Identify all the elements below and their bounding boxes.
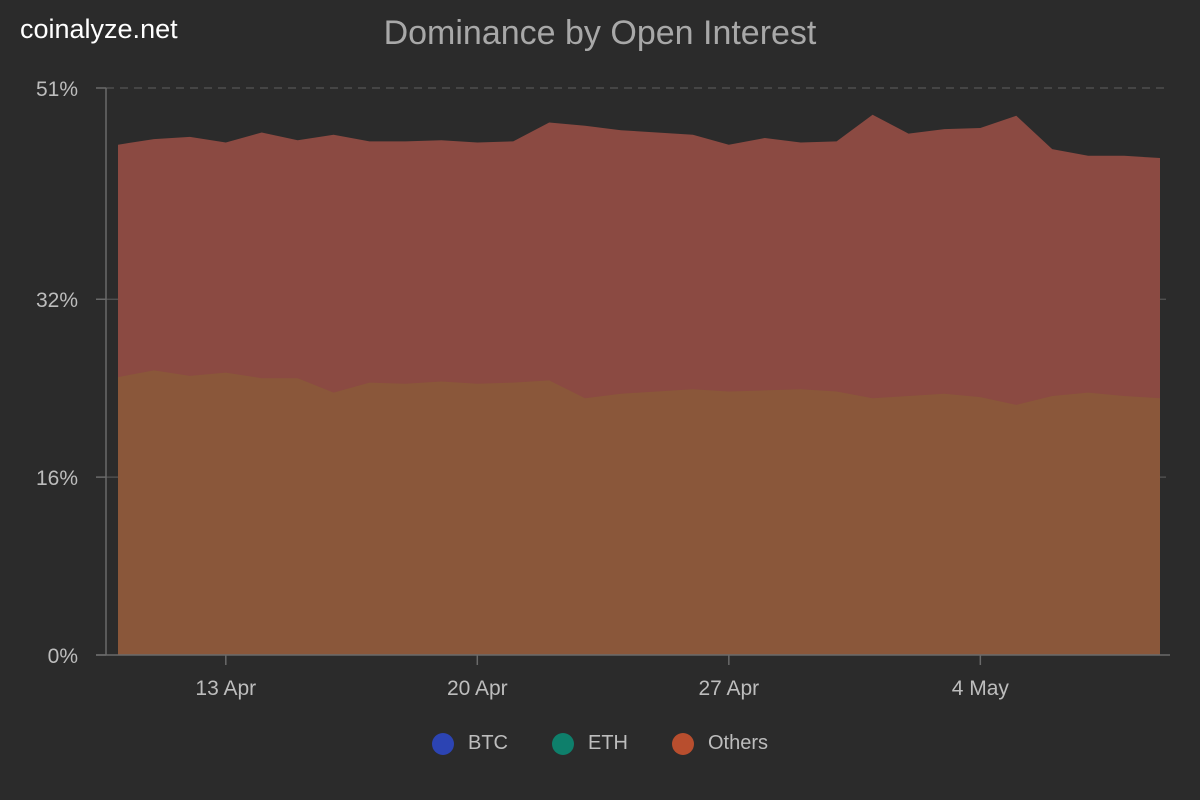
legend: BTC ETH Others [0,732,1200,755]
legend-label-others: Others [707,732,769,754]
legend-dot-btc [431,732,454,755]
legend-label-eth: ETH [587,732,628,754]
y-tick-label-3: 51% [36,78,78,101]
axis-layer: 0% 16% 32% 51% 13 Apr 20 Apr 27 Apr 4 May [36,78,1170,700]
brand-label: coinalyze.net [20,14,178,44]
area-others-base [118,370,1160,655]
x-tick-label-2: 27 Apr [698,677,759,700]
y-tick-label-2: 32% [36,289,78,312]
legend-item-others[interactable]: Others [671,732,769,755]
x-tick-label-0: 13 Apr [195,677,256,700]
legend-dot-others [671,732,694,755]
x-tick-label-3: 4 May [952,677,1010,700]
area-layer [118,114,1160,655]
legend-item-eth[interactable]: ETH [551,732,628,755]
chart-title: Dominance by Open Interest [383,14,817,52]
x-tick-label-1: 20 Apr [447,677,508,700]
y-tick-label-1: 16% [36,467,78,490]
legend-item-btc[interactable]: BTC [431,732,508,755]
y-tick-label-0: 0% [48,645,78,668]
legend-label-btc: BTC [467,732,508,754]
legend-dot-eth [551,732,574,755]
